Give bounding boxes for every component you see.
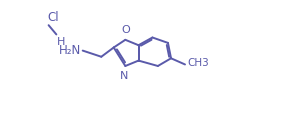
Text: H₂N: H₂N bbox=[59, 44, 81, 57]
Text: H: H bbox=[57, 37, 66, 47]
Text: CH3: CH3 bbox=[187, 58, 209, 68]
Text: N: N bbox=[120, 71, 129, 81]
Text: Cl: Cl bbox=[47, 11, 59, 24]
Text: O: O bbox=[121, 25, 130, 35]
